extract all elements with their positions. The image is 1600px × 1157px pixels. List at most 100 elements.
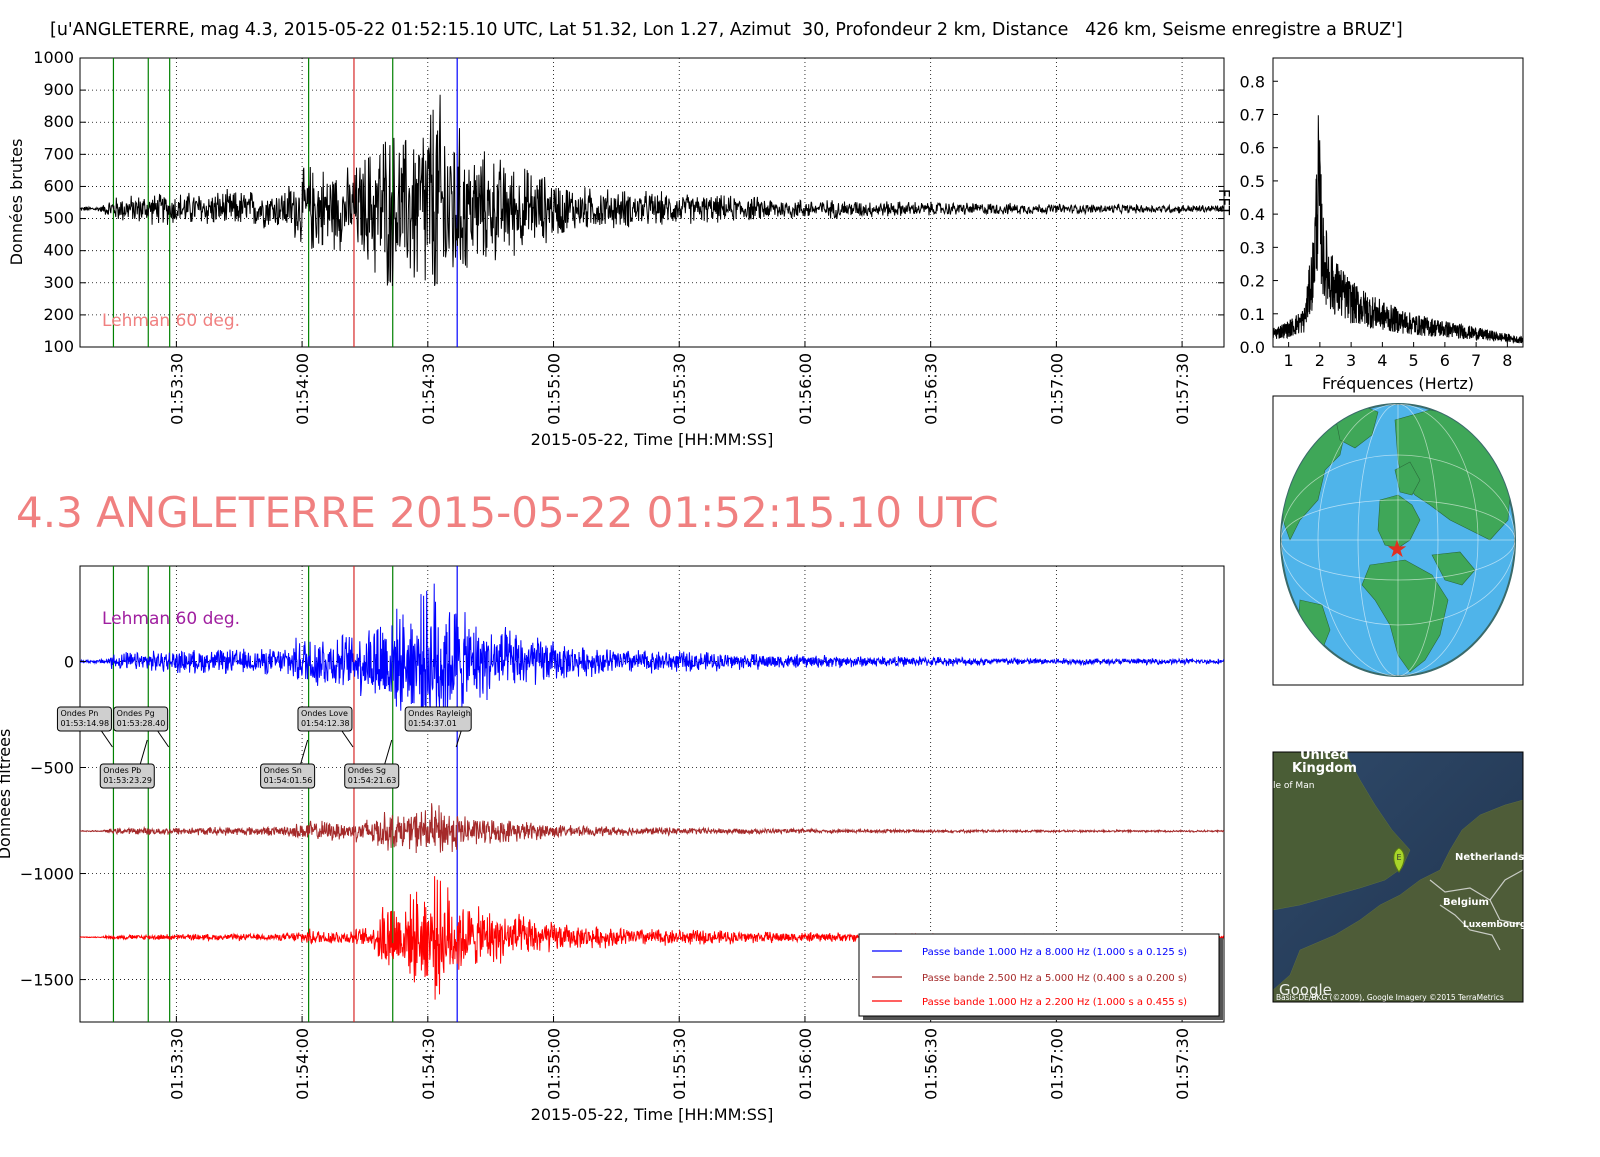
filtered-x-tick-label: 01:53:30 [167,1028,186,1100]
fft-y-tick-label: 0.8 [1240,72,1265,91]
fft-x-axis-label: Fréquences (Hertz) [1322,374,1474,393]
fft-plot-frame [1272,57,1524,348]
fft-x-tick-label: 1 [1284,351,1294,370]
raw-seismogram-plot: 100 200 300 400 500 600 700 800 900 1000 01:53:30… [7,48,1233,449]
fft-x-ticks: 1 2 3 4 5 6 7 8 [1284,342,1512,370]
svg-text:E: E [1396,853,1401,862]
raw-y-ticks: 100 200 300 400 500 600 700 800 900 1000 [33,48,1224,356]
raw-y-axis-label: Données brutes [7,139,26,266]
filtered-x-tick-label: 01:55:00 [545,1028,564,1100]
raw-y-tick-label: 1000 [33,48,74,67]
fft-x-tick-label: 3 [1346,351,1356,370]
fft-spectrum-plot: 0.0 0.1 0.2 0.3 0.4 0.5 0.6 0.7 0.8 1 2 3 4 5 6 7 8 Fré… [1240,57,1524,393]
phase-label: Ondes Pb [103,766,141,775]
fft-y-tick-label: 0.1 [1240,305,1265,324]
filtered-y-axis-label: Données filtrées [0,729,14,860]
band1-trace-line [79,583,1225,732]
phase-box [56,706,112,732]
raw-x-ticks: 01:53:30 01:54:00 01:54:30 01:55:00 01:55:30… [167,341,1192,425]
phase-box [113,706,169,732]
phase-box [404,706,472,732]
phase-time: 01:54:21.63 [348,776,397,785]
raw-x-tick-label: 01:57:00 [1047,353,1066,425]
raw-lehman-annotation: Lehman 60 deg. [102,311,240,331]
filtered-legend: Passe bande 1.000 Hz a 8.000 Hz (1.000 s… [858,933,1223,1020]
continent-land [1273,799,1523,1002]
event-headline: 4.3 ANGLETERRE 2015-05-22 01:52:15.10 UT… [16,488,999,537]
fft-x-tick-label: 4 [1377,351,1387,370]
raw-y-tick-label: 800 [43,112,74,131]
filtered-x-tick-label: 01:56:30 [922,1028,941,1100]
fft-x-tick-label: 7 [1471,351,1481,370]
map-label-isle-of-man: le of Man [1273,781,1314,791]
map-label-netherlands: Netherlands [1455,852,1524,863]
raw-trace-line [79,94,1225,287]
phase-box [344,763,400,789]
filtered-y-tick-label: −1500 [20,971,74,990]
raw-x-tick-label: 01:55:30 [670,353,689,425]
fft-side-label: FFT [1215,189,1233,216]
globe-map: ★ [1272,395,1524,686]
filtered-y-tick-label: −500 [30,758,74,777]
legend-entry-band2: Passe bande 2.500 Hz a 5.000 Hz (0.400 s… [922,973,1187,984]
raw-x-tick-label: 01:56:00 [796,353,815,425]
raw-x-tick-label: 01:54:30 [419,353,438,425]
phase-arrow [341,730,354,748]
fft-y-ticks: 0.0 0.1 0.2 0.3 0.4 0.5 0.6 0.7 0.8 [1240,72,1278,357]
fft-trace-line [1272,115,1524,344]
fft-y-tick-label: 0.7 [1240,105,1265,124]
phase-arrow [157,730,170,748]
raw-y-tick-label: 600 [43,176,74,195]
phase-label: Ondes Sn [264,766,302,775]
google-logo: Google [1279,981,1332,999]
raw-x-tick-label: 01:53:30 [167,353,186,425]
phase-arrow [384,739,393,765]
map-label-uk-line1: United [1300,748,1349,763]
legend-entry-band1: Passe bande 1.000 Hz a 8.000 Hz (1.000 s… [922,947,1187,958]
fft-x-tick-label: 5 [1409,351,1419,370]
fft-y-tick-label: 0.6 [1240,139,1265,158]
raw-y-tick-label: 200 [43,305,74,324]
phase-label: Ondes Pn [60,709,98,718]
phase-box [260,763,316,789]
map-label-luxembourg: Luxembourg [1463,920,1526,930]
fft-x-tick-label: 8 [1502,351,1512,370]
phase-label: Ondes Pg [117,709,155,718]
phase-arrow [300,739,309,765]
filtered-x-tick-label: 01:54:00 [293,1028,312,1100]
regional-map: United Kingdom le of Man Netherlands Bel… [1272,748,1526,1003]
phase-time: 01:53:28.40 [117,719,166,728]
fft-y-tick-label: 0.0 [1240,338,1265,357]
filtered-x-tick-label: 01:57:30 [1173,1028,1192,1100]
raw-x-axis-label: 2015-05-22, Time [HH:MM:SS] [531,430,774,449]
fft-y-tick-label: 0.3 [1240,238,1265,257]
phase-box [297,706,353,732]
filtered-y-tick-label: −1000 [20,865,74,884]
phase-time: 01:54:01.56 [264,776,313,785]
raw-y-tick-label: 100 [43,337,74,356]
phase-label: Ondes Love [301,709,348,718]
map-label-belgium: Belgium [1443,897,1489,908]
map-label-uk-line2: Kingdom [1292,761,1357,776]
filtered-seismogram-plot: 0 −500 −1000 −1500 01:53:30 01:54:00 01:54:30… [0,565,1225,1124]
filtered-lehman-annotation: Lehman 60 deg. [102,609,240,629]
phase-time: 01:54:12.38 [301,719,350,728]
phase-arrow [139,739,148,765]
fft-y-tick-label: 0.5 [1240,172,1265,191]
raw-y-tick-label: 900 [43,80,74,99]
raw-y-tick-label: 700 [43,144,74,163]
filtered-y-tick-label: 0 [64,652,74,671]
filtered-x-tick-label: 01:56:00 [796,1028,815,1100]
filtered-x-tick-label: 01:54:30 [419,1028,438,1100]
epicenter-star-icon: ★ [1386,535,1408,563]
filtered-x-tick-label: 01:55:30 [670,1028,689,1100]
raw-x-tick-label: 01:55:00 [545,353,564,425]
phase-time: 01:53:23.29 [103,776,152,785]
